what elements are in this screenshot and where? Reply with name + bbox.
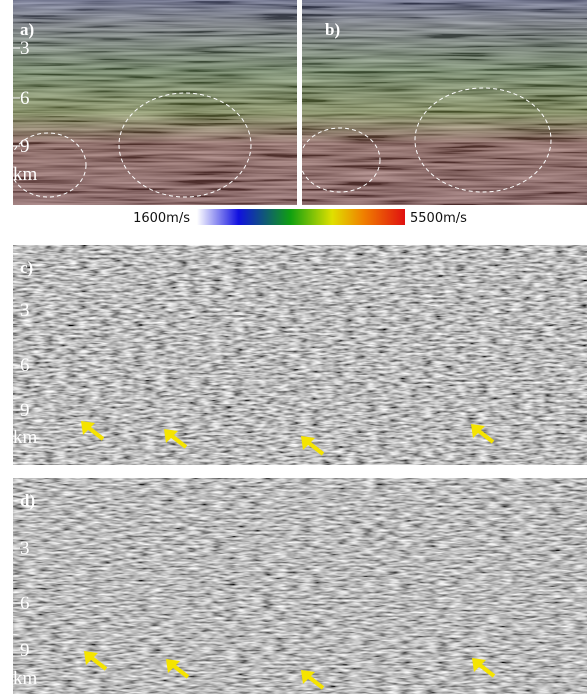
depth-label: 3 — [20, 538, 30, 559]
depth-unit: km — [13, 668, 38, 689]
depth-unit: km — [13, 164, 38, 185]
depth-label: 6 — [20, 355, 30, 376]
depth-label: 9 — [20, 640, 30, 661]
depth-label: 9 — [20, 400, 30, 421]
panel-b — [299, 0, 587, 205]
labels: a) b) c) d) 3 6 9 km 3 6 9 km 3 6 9 km — [13, 20, 340, 689]
panel-d — [13, 478, 587, 694]
panel-label: b) — [325, 20, 340, 39]
depth-label: 6 — [20, 593, 30, 614]
depth-label: 3 — [20, 300, 30, 321]
panel-label: a) — [20, 20, 34, 39]
panel-a — [9, 0, 297, 205]
depth-label: 6 — [20, 88, 30, 109]
colorbar-min: 1600m/s — [133, 211, 190, 226]
colorbar-max: 5500m/s — [410, 211, 467, 226]
depth-label: 9 — [20, 136, 30, 157]
panel-c — [13, 245, 587, 465]
depth-unit: km — [13, 427, 38, 448]
panel-label: c) — [20, 258, 33, 277]
colorbar: 1600m/s 5500m/s — [133, 209, 467, 226]
depth-label: 3 — [20, 38, 30, 59]
panel-label: d) — [20, 491, 35, 510]
